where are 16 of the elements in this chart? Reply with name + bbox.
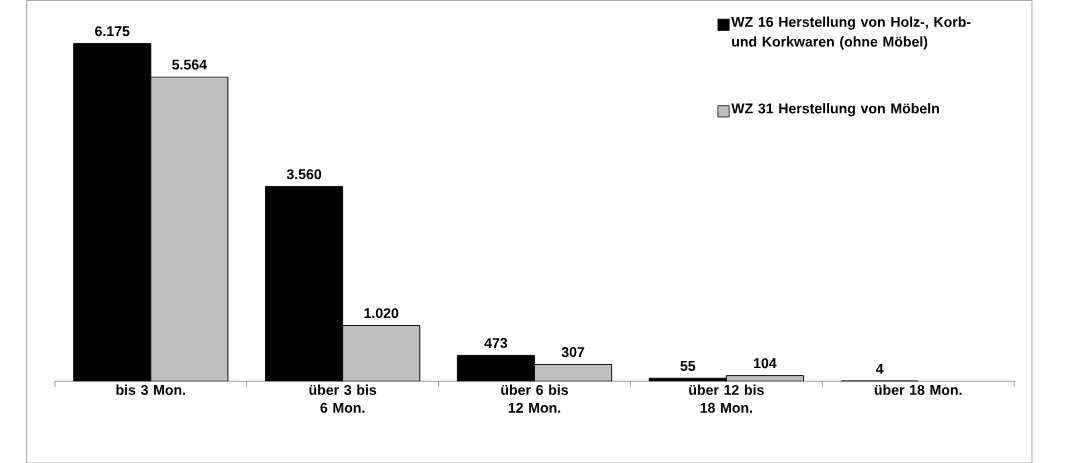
data-label: 5.564 (172, 59, 207, 70)
legend-label: WZ 31 Herstellung von Möbeln (731, 102, 939, 117)
data-label: 4 (875, 363, 884, 374)
x-tick-label: bis 3 Mon. (116, 384, 186, 395)
data-label: 55 (680, 360, 696, 371)
x-tick-label: über 3 bis 6 Mon. (309, 384, 377, 413)
x-tick-label: über 18 Mon. (874, 384, 962, 395)
data-label: 104 (754, 357, 777, 368)
data-label: 473 (484, 337, 508, 348)
legend-label: WZ 16 Herstellung von Holz-, Korb- und Korkwaren (ohne Möbel) (731, 16, 971, 50)
x-tick-label: über 6 bis 12 Mon. (501, 384, 569, 413)
data-label: 307 (561, 346, 585, 357)
x-tick-label: über 12 bis 18 Mon. (689, 384, 764, 413)
data-label: 6.175 (95, 25, 130, 36)
data-label: 3.560 (286, 168, 322, 179)
data-label: 1.020 (364, 307, 399, 318)
